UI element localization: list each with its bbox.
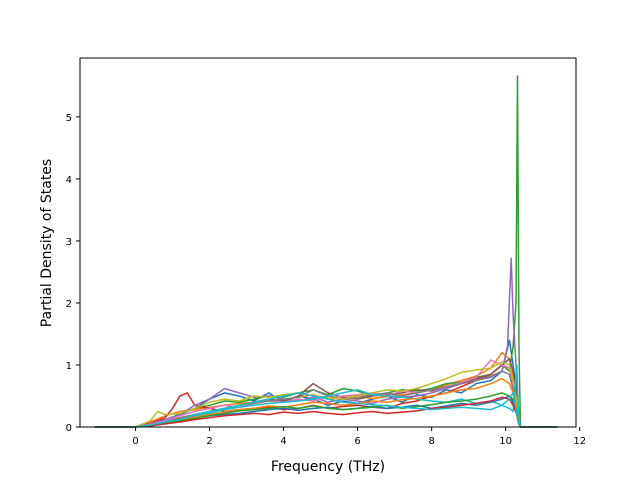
y-tick-label: 2 <box>66 299 72 310</box>
y-axis-ticks: 0 1 2 3 4 5 <box>66 113 80 434</box>
series-line-10 <box>94 364 558 428</box>
series-lines <box>94 75 558 428</box>
x-tick-label: 8 <box>428 436 434 447</box>
x-tick-label: 0 <box>132 436 138 447</box>
x-tick-label: 12 <box>573 436 586 447</box>
x-tick-label: 6 <box>354 436 360 447</box>
axes-frame <box>79 57 577 428</box>
x-tick-label: 10 <box>499 436 512 447</box>
x-tick-label: 2 <box>206 436 212 447</box>
series-line-9 <box>94 361 558 428</box>
x-tick-label: 4 <box>280 436 286 447</box>
series-line-15 <box>94 392 558 428</box>
series-line-7 <box>94 359 558 428</box>
y-tick-label: 1 <box>66 361 72 372</box>
y-tick-label: 3 <box>66 237 72 248</box>
y-tick-label: 5 <box>66 113 72 124</box>
y-tick-label: 4 <box>66 175 72 186</box>
series-line-14 <box>94 396 558 428</box>
x-axis-ticks: 0 2 4 6 8 10 12 <box>132 427 586 447</box>
y-axis-label: Partial Density of States <box>39 159 55 327</box>
y-tick-label: 0 <box>66 423 72 434</box>
series-line-13 <box>94 392 558 428</box>
x-axis-label: Frequency (THz) <box>271 459 385 475</box>
plot-frame <box>79 57 577 428</box>
